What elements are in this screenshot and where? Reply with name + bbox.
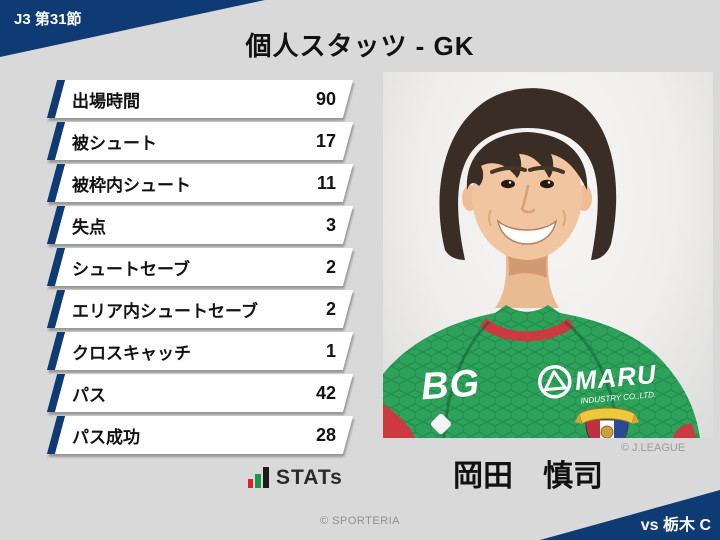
jersey-collar [480, 318, 574, 342]
smile-line-right [562, 209, 566, 227]
stat-value: 90 [315, 88, 336, 109]
player-photo: BG MARU INDUSTRY CO.,LTD. [383, 72, 713, 438]
stat-row: 被枠内シュート 11 [46, 164, 354, 202]
player-photo-illustration: BG MARU INDUSTRY CO.,LTD. [383, 88, 700, 438]
stat-row-inner: パス 42 [60, 374, 348, 412]
footer-credit: © SPORTERIA [319, 515, 401, 527]
stat-row: パス 42 [46, 374, 354, 412]
stat-row-inner: 出場時間 90 [60, 80, 348, 118]
maru-emblem-circle [538, 365, 572, 399]
sponsor-maru-logo: MARU INDUSTRY CO.,LTD. [538, 359, 659, 406]
stats-logo-text: STATs [276, 466, 343, 489]
stat-row-inner: クロスキャッチ 1 [60, 332, 348, 370]
stat-label: 出場時間 [72, 91, 140, 111]
stat-row: エリア内シュートセーブ 2 [46, 290, 354, 328]
photo-credit: © J.LEAGUE [620, 442, 686, 454]
eyebrow-right [528, 165, 565, 174]
crest-emblem [600, 425, 614, 438]
stat-label: シュートセーブ [72, 259, 190, 279]
stat-row: クロスキャッチ 1 [46, 332, 354, 370]
player-nose [520, 184, 536, 214]
bar-green [255, 474, 261, 488]
opponent-ribbon: vs 栃木 C [540, 490, 720, 540]
crest-ribbon-end-left [575, 414, 582, 424]
sleeve-accent-right [673, 423, 696, 438]
smile-line-left [488, 209, 492, 227]
stat-label: クロスキャッチ [72, 343, 191, 363]
bar-red [248, 479, 253, 488]
eye-right [540, 179, 554, 189]
stat-label: 被枠内シュート [72, 175, 191, 195]
stat-value: 11 [316, 172, 336, 193]
jersey-hex-pattern [383, 305, 700, 438]
eye-left [501, 179, 515, 189]
stat-row: パス成功 28 [46, 416, 354, 454]
stat-row: 失点 3 [46, 206, 354, 244]
league-round-label: J3 第31節 [14, 11, 82, 28]
player-hair-fringe [466, 132, 588, 190]
stat-label: 失点 [72, 217, 106, 237]
crest-stripe-red [586, 419, 600, 438]
stat-row: 被シュート 17 [46, 122, 354, 160]
stats-logo: STATs [248, 467, 343, 488]
jersey-brand-mark [430, 413, 452, 435]
stat-value: 42 [315, 382, 336, 403]
player-neck [495, 244, 559, 308]
stat-row: 出場時間 90 [46, 80, 354, 118]
page-title: 個人スタッツ - GK [245, 31, 475, 61]
stat-value: 3 [325, 214, 336, 235]
stats-list: 出場時間 90 被シュート 17 被枠内シュート 11 失 [46, 80, 354, 458]
stat-value: 2 [325, 256, 336, 277]
stat-row-inner: シュートセーブ 2 [60, 248, 348, 286]
eye-glint-right [547, 181, 551, 184]
stat-row-inner: 被枠内シュート 11 [60, 164, 348, 202]
stat-row-inner: 被シュート 17 [60, 122, 348, 160]
eye-glint-left [508, 181, 512, 184]
stat-label: エリア内シュートセーブ [72, 301, 258, 321]
eyebrow-left [490, 165, 527, 174]
stat-label: 被シュート [72, 133, 157, 153]
sponsor-maru-text: MARU [574, 359, 659, 396]
stat-label: パス [72, 385, 106, 405]
bar-dark [263, 467, 269, 488]
player-smile [496, 218, 558, 245]
stat-row-inner: 失点 3 [60, 206, 348, 244]
club-crest [575, 407, 639, 438]
maru-emblem-triangle [543, 370, 567, 392]
stat-value: 28 [315, 424, 336, 445]
stat-row-inner: エリア内シュートセーブ 2 [60, 290, 348, 328]
opponent-label: vs 栃木 C [640, 517, 711, 534]
sleeve-accent-left [383, 404, 415, 438]
crest-stripe-blue [614, 419, 628, 438]
player-name: 岡田 慎司 [453, 460, 603, 493]
crest-ribbon-end-right [632, 414, 639, 424]
stat-value: 2 [325, 298, 336, 319]
stat-value: 1 [325, 340, 336, 361]
sponsor-bg-text: BG [420, 362, 482, 408]
stat-row: シュートセーブ 2 [46, 248, 354, 286]
stat-label: パス成功 [72, 427, 140, 447]
player-hair [439, 88, 617, 260]
bar-chart-icon [248, 467, 269, 488]
stat-row-inner: パス成功 28 [60, 416, 348, 454]
neck-shadow [507, 244, 547, 278]
stat-value: 17 [315, 130, 336, 151]
